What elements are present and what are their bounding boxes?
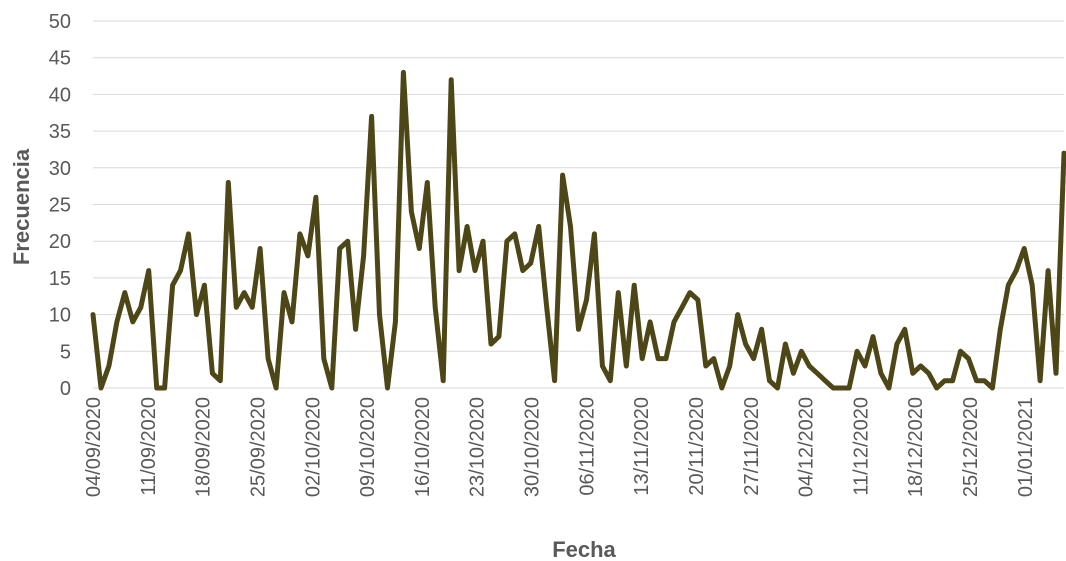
x-tick-label: 25/12/2020	[960, 397, 982, 497]
x-tick-label: 11/09/2020	[138, 397, 160, 496]
x-tick-label: 02/10/2020	[302, 397, 324, 497]
y-tick-labels: 0 5 10 15 20 25 30 35 40 45 50	[49, 11, 71, 400]
y-tick-label: 20	[49, 231, 71, 253]
y-axis-title: Frecuencia	[9, 148, 34, 265]
x-axis-title: Fecha	[552, 537, 616, 561]
x-tick-label: 30/10/2020	[522, 397, 544, 497]
x-tick-label: 06/11/2020	[576, 397, 598, 496]
y-tick-label: 15	[49, 268, 71, 290]
y-tick-label: 5	[60, 341, 71, 363]
x-tick-label: 04/09/2020	[83, 397, 105, 497]
y-tick-label: 35	[49, 121, 71, 143]
x-tick-label: 16/10/2020	[412, 397, 434, 497]
y-tick-label: 30	[49, 158, 71, 180]
x-tick-label: 23/10/2020	[467, 397, 489, 497]
x-tick-label: 25/09/2020	[247, 397, 269, 497]
gridlines	[93, 20, 1064, 389]
x-tick-label: 09/10/2020	[357, 397, 379, 497]
y-tick-label: 50	[49, 11, 71, 33]
x-tick-label: 18/12/2020	[905, 397, 927, 497]
x-tick-label: 18/09/2020	[193, 397, 215, 497]
x-tick-label: 11/12/2020	[850, 397, 872, 496]
x-tick-label: 01/01/2021	[1015, 397, 1037, 497]
y-tick-label: 10	[49, 305, 71, 327]
y-tick-label: 40	[49, 84, 71, 106]
x-tick-label: 27/11/2020	[741, 397, 763, 496]
x-tick-label: 13/11/2020	[631, 397, 653, 496]
y-tick-label: 0	[60, 378, 71, 400]
x-tick-labels: 04/09/2020 11/09/2020 18/09/2020 25/09/2020…	[83, 397, 1037, 497]
x-tick-label: 04/12/2020	[796, 397, 818, 497]
y-tick-label: 45	[49, 48, 71, 70]
series-line	[90, 69, 1066, 391]
y-tick-label: 25	[49, 195, 71, 217]
x-tick-label: 20/11/2020	[686, 397, 708, 496]
